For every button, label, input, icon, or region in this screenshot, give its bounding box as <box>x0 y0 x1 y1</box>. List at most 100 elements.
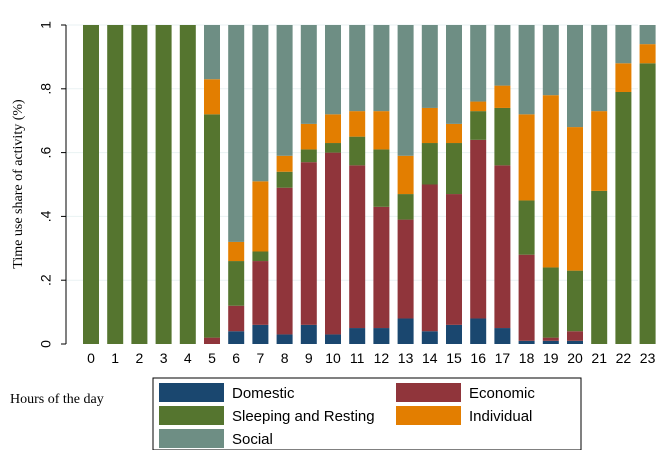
x-tick-label: 22 <box>616 350 632 366</box>
x-axis-title: Hours of the day <box>10 392 104 407</box>
bar-segment-domestic <box>300 324 317 344</box>
legend-label: Individual <box>469 408 532 425</box>
x-tick-label: 21 <box>591 350 607 366</box>
bar-segment-social <box>615 25 632 64</box>
bar-segment-sleeping-and-resting <box>421 143 438 185</box>
y-tick-label: .8 <box>38 83 54 95</box>
x-tick-label: 15 <box>446 350 462 366</box>
bar-segment-domestic <box>470 318 487 344</box>
bar-segment-sleeping-and-resting <box>591 190 608 344</box>
bar-segment-domestic <box>276 334 293 344</box>
bar-segment-social <box>325 25 341 115</box>
bar-segment-economic <box>228 305 245 332</box>
bar-segment-domestic <box>446 324 462 344</box>
x-axis-ticks: 0 1 2 3 4 5 6 7 8 9 10 11 12 13 14 15 16 17 18 19 20 21 22 23 <box>87 350 655 366</box>
bar-segment-social <box>639 25 656 45</box>
x-tick-label: 14 <box>422 350 438 366</box>
bar-segment-domestic <box>397 318 414 344</box>
y-axis-ticks: 0 .2 .4 .6 .8 1 <box>38 21 66 348</box>
bar-segment-individual <box>397 155 414 195</box>
bar-segment-sleeping-and-resting <box>228 261 245 306</box>
bar-segment-sleeping-and-resting <box>155 25 172 344</box>
x-tick-label: 19 <box>543 350 559 366</box>
y-tick-label: .6 <box>38 147 54 159</box>
bar-segment-sleeping-and-resting <box>300 149 317 163</box>
bar-segment-sleeping-and-resting <box>204 114 220 338</box>
x-tick-label: 10 <box>325 350 341 366</box>
bar-segment-economic <box>542 337 559 341</box>
bar-segment-sleeping-and-resting <box>615 91 632 345</box>
bar-segment-social <box>204 25 220 80</box>
bar-segment-domestic <box>373 328 390 344</box>
bar-segment-sleeping-and-resting <box>397 194 414 220</box>
bar-segment-economic <box>204 337 220 344</box>
bar-segment-sleeping-and-resting <box>373 149 390 207</box>
bar-segment-economic <box>252 261 269 325</box>
bar-segment-individual <box>373 111 390 150</box>
x-tick-label: 11 <box>350 350 365 366</box>
legend-label: Sleeping and Resting <box>232 408 375 425</box>
bar-segment-social <box>252 25 269 182</box>
bar-segment-domestic <box>252 324 269 344</box>
bar-segment-sleeping-and-resting <box>179 25 196 344</box>
bar-segment-economic <box>421 184 438 332</box>
x-tick-label: 4 <box>184 350 192 366</box>
bar-segment-social <box>397 25 414 156</box>
bar-segment-sleeping-and-resting <box>325 143 341 153</box>
bar-segment-domestic <box>542 340 559 344</box>
bar-segment-individual <box>228 241 245 262</box>
bar-segment-sleeping-and-resting <box>518 200 535 255</box>
bar-segment-domestic <box>349 328 366 344</box>
bar-segment-individual <box>639 44 656 64</box>
bar-segment-social <box>542 25 559 96</box>
legend-label: Social <box>232 431 273 448</box>
bar-segment-economic <box>470 139 487 319</box>
bar-segment-domestic <box>228 331 245 344</box>
bar-segment-individual <box>518 114 535 201</box>
bar-segment-social <box>228 25 245 242</box>
bar-segment-economic <box>325 152 341 335</box>
bar-segment-sleeping-and-resting <box>446 143 462 195</box>
bar-segment-domestic <box>494 328 511 344</box>
x-tick-label: 7 <box>257 350 265 366</box>
bar-segment-individual <box>349 111 366 137</box>
bar-segment-individual <box>615 63 632 92</box>
bar-segment-social <box>518 25 535 115</box>
bar-segment-individual <box>325 114 341 144</box>
bar-segment-sleeping-and-resting <box>639 63 656 344</box>
bar-segment-social <box>421 25 438 108</box>
bar-segment-sleeping-and-resting <box>276 171 293 188</box>
bar-segment-social <box>446 25 462 124</box>
bar-segment-individual <box>252 181 269 252</box>
y-axis-title: Time use share of activity (%) <box>11 99 26 269</box>
bar-segment-individual <box>300 123 317 150</box>
x-tick-label: 9 <box>305 350 313 366</box>
bar-segment-individual <box>446 123 462 144</box>
bar-segment-economic <box>373 206 390 329</box>
bar-segment-economic <box>494 165 511 329</box>
bar-segment-sleeping-and-resting <box>542 267 559 338</box>
y-tick-label: .2 <box>38 274 54 286</box>
bar-segment-economic <box>397 219 414 319</box>
bar-segment-social <box>470 25 487 102</box>
bar-segment-domestic <box>518 340 535 344</box>
legend-swatch-social <box>159 429 224 448</box>
bar-segment-domestic <box>567 340 583 344</box>
x-tick-label: 6 <box>232 350 240 366</box>
bar-segment-individual <box>421 107 438 144</box>
legend-label: Domestic <box>232 385 295 402</box>
bar-segment-sleeping-and-resting <box>494 107 511 166</box>
bar-segment-economic <box>300 162 317 325</box>
bar-segment-social <box>494 25 511 86</box>
bar-segment-social <box>591 25 608 112</box>
bar-segment-sleeping-and-resting <box>470 111 487 140</box>
bar-segment-social <box>300 25 317 124</box>
x-tick-label: 13 <box>398 350 414 366</box>
x-tick-label: 12 <box>374 350 390 366</box>
bars <box>83 25 656 345</box>
bar-segment-social <box>373 25 390 112</box>
legend-swatch-economic <box>396 383 461 402</box>
x-tick-label: 16 <box>470 350 486 366</box>
x-tick-label: 20 <box>567 350 583 366</box>
x-tick-label: 3 <box>160 350 168 366</box>
